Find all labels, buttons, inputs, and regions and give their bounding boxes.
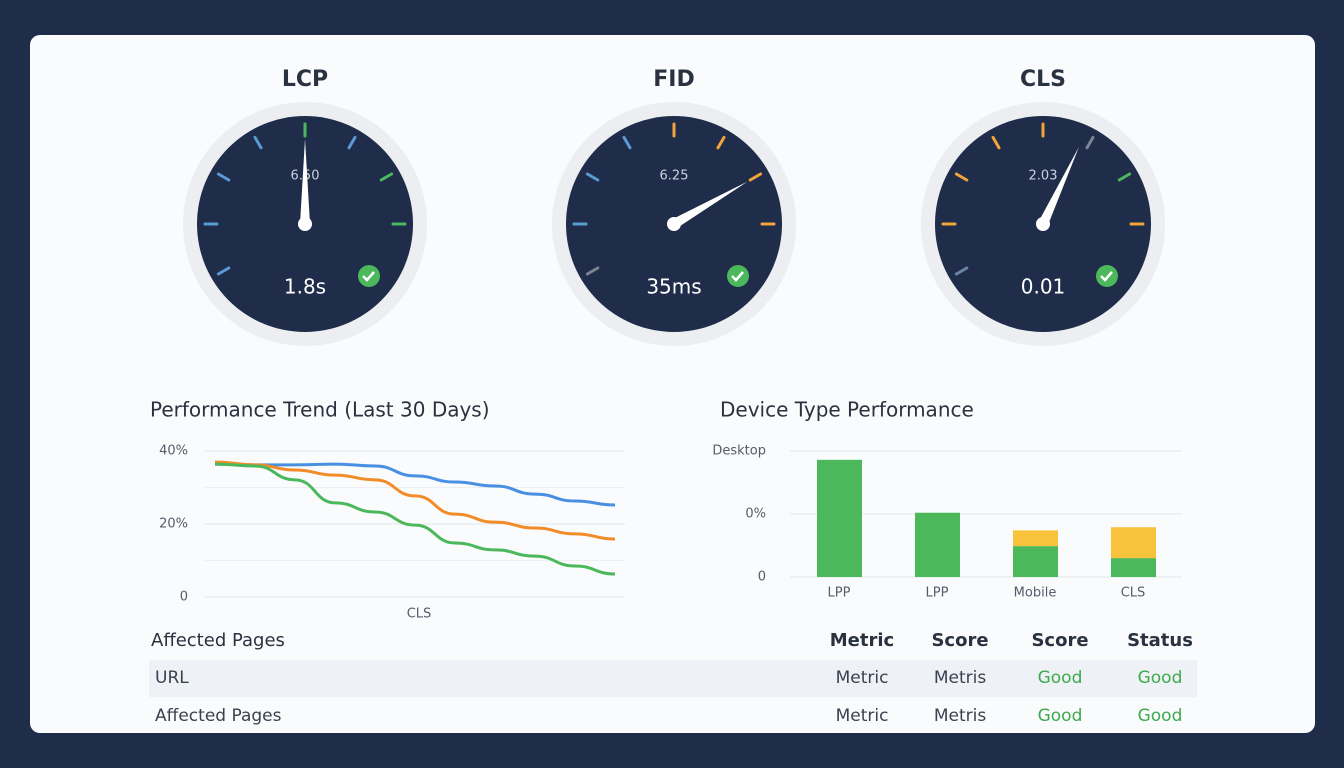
gauge-tick bbox=[716, 135, 726, 150]
x-tick-label: LPP bbox=[828, 586, 851, 601]
table-cell: Affected Pages bbox=[155, 706, 282, 726]
bar-segment bbox=[915, 512, 960, 577]
gauge-title: LCP bbox=[282, 67, 328, 92]
bar-segment bbox=[1013, 530, 1058, 547]
y-axis-label: Desktop bbox=[712, 444, 766, 459]
gauge-tick bbox=[748, 172, 763, 182]
table-header: Status bbox=[1127, 630, 1193, 651]
gauge-value: 0.01 bbox=[1021, 275, 1066, 299]
trend-line bbox=[214, 462, 616, 507]
gauge-tick bbox=[379, 172, 394, 182]
table-cell: Metric bbox=[836, 668, 889, 688]
x-axis-label: CLS bbox=[407, 607, 432, 622]
gauge-hub bbox=[298, 217, 312, 231]
check-mark bbox=[1100, 271, 1113, 282]
table-header: Score bbox=[931, 630, 988, 651]
gauge-tick bbox=[1117, 172, 1132, 182]
table-cell: Good bbox=[1138, 706, 1183, 726]
gauge-needle bbox=[671, 181, 748, 229]
gauge-title: CLS bbox=[1020, 67, 1066, 92]
gauge-tick bbox=[347, 135, 357, 150]
bar-segment bbox=[817, 459, 862, 577]
gauge-tick bbox=[1085, 135, 1095, 150]
table-cell: Metris bbox=[934, 706, 987, 726]
gauge-tick bbox=[954, 172, 969, 182]
table-header: Metric bbox=[830, 630, 894, 651]
check-mark bbox=[362, 271, 375, 282]
gauge-tick bbox=[991, 135, 1001, 150]
x-tick-label: Mobile bbox=[1014, 586, 1057, 601]
table-cell: Good bbox=[1038, 668, 1083, 688]
row-highlight bbox=[149, 660, 1197, 697]
table-header: Affected Pages bbox=[151, 630, 285, 651]
x-tick-label: LPP bbox=[926, 586, 949, 601]
trend-line bbox=[214, 460, 616, 541]
y-axis-label: 0 bbox=[758, 570, 766, 585]
bar-segment bbox=[1013, 546, 1058, 577]
gauge-tick bbox=[585, 172, 600, 182]
gauge-tick bbox=[216, 266, 231, 276]
y-tick-label: 0 bbox=[180, 590, 188, 605]
table-cell: URL bbox=[155, 668, 189, 688]
gauge-hub bbox=[667, 217, 681, 231]
gauge-needle bbox=[1038, 146, 1079, 227]
y-tick-label: 20% bbox=[159, 517, 188, 532]
gauge-value: 1.8s bbox=[284, 275, 326, 299]
gauge-tick bbox=[954, 266, 969, 276]
gauge-tick bbox=[216, 172, 231, 182]
chart-title: Device Type Performance bbox=[720, 398, 974, 422]
table-cell: Metris bbox=[934, 668, 987, 688]
gauge-needle bbox=[300, 139, 310, 224]
y-axis-label: 0% bbox=[745, 507, 766, 522]
gauge-hub bbox=[1036, 217, 1050, 231]
y-tick-label: 40% bbox=[159, 444, 188, 459]
gauge-value: 35ms bbox=[646, 275, 701, 299]
bar-segment bbox=[1111, 558, 1156, 577]
table-header: Score bbox=[1031, 630, 1088, 651]
table-cell: Good bbox=[1038, 706, 1083, 726]
gauge-tick bbox=[622, 135, 632, 150]
gauge-title: FID bbox=[653, 67, 694, 92]
table-cell: Good bbox=[1138, 668, 1183, 688]
table-cell: Metric bbox=[836, 706, 889, 726]
gauge-tick bbox=[585, 266, 600, 276]
trend-line bbox=[214, 462, 616, 576]
x-tick-label: CLS bbox=[1121, 586, 1146, 601]
gauge-tick bbox=[253, 135, 263, 150]
bar-segment bbox=[1111, 527, 1156, 559]
gauge-scale-label: 6.25 bbox=[660, 169, 689, 184]
chart-title: Performance Trend (Last 30 Days) bbox=[150, 398, 490, 422]
gauge-scale-label: 2.03 bbox=[1029, 169, 1058, 184]
check-mark bbox=[731, 271, 744, 282]
